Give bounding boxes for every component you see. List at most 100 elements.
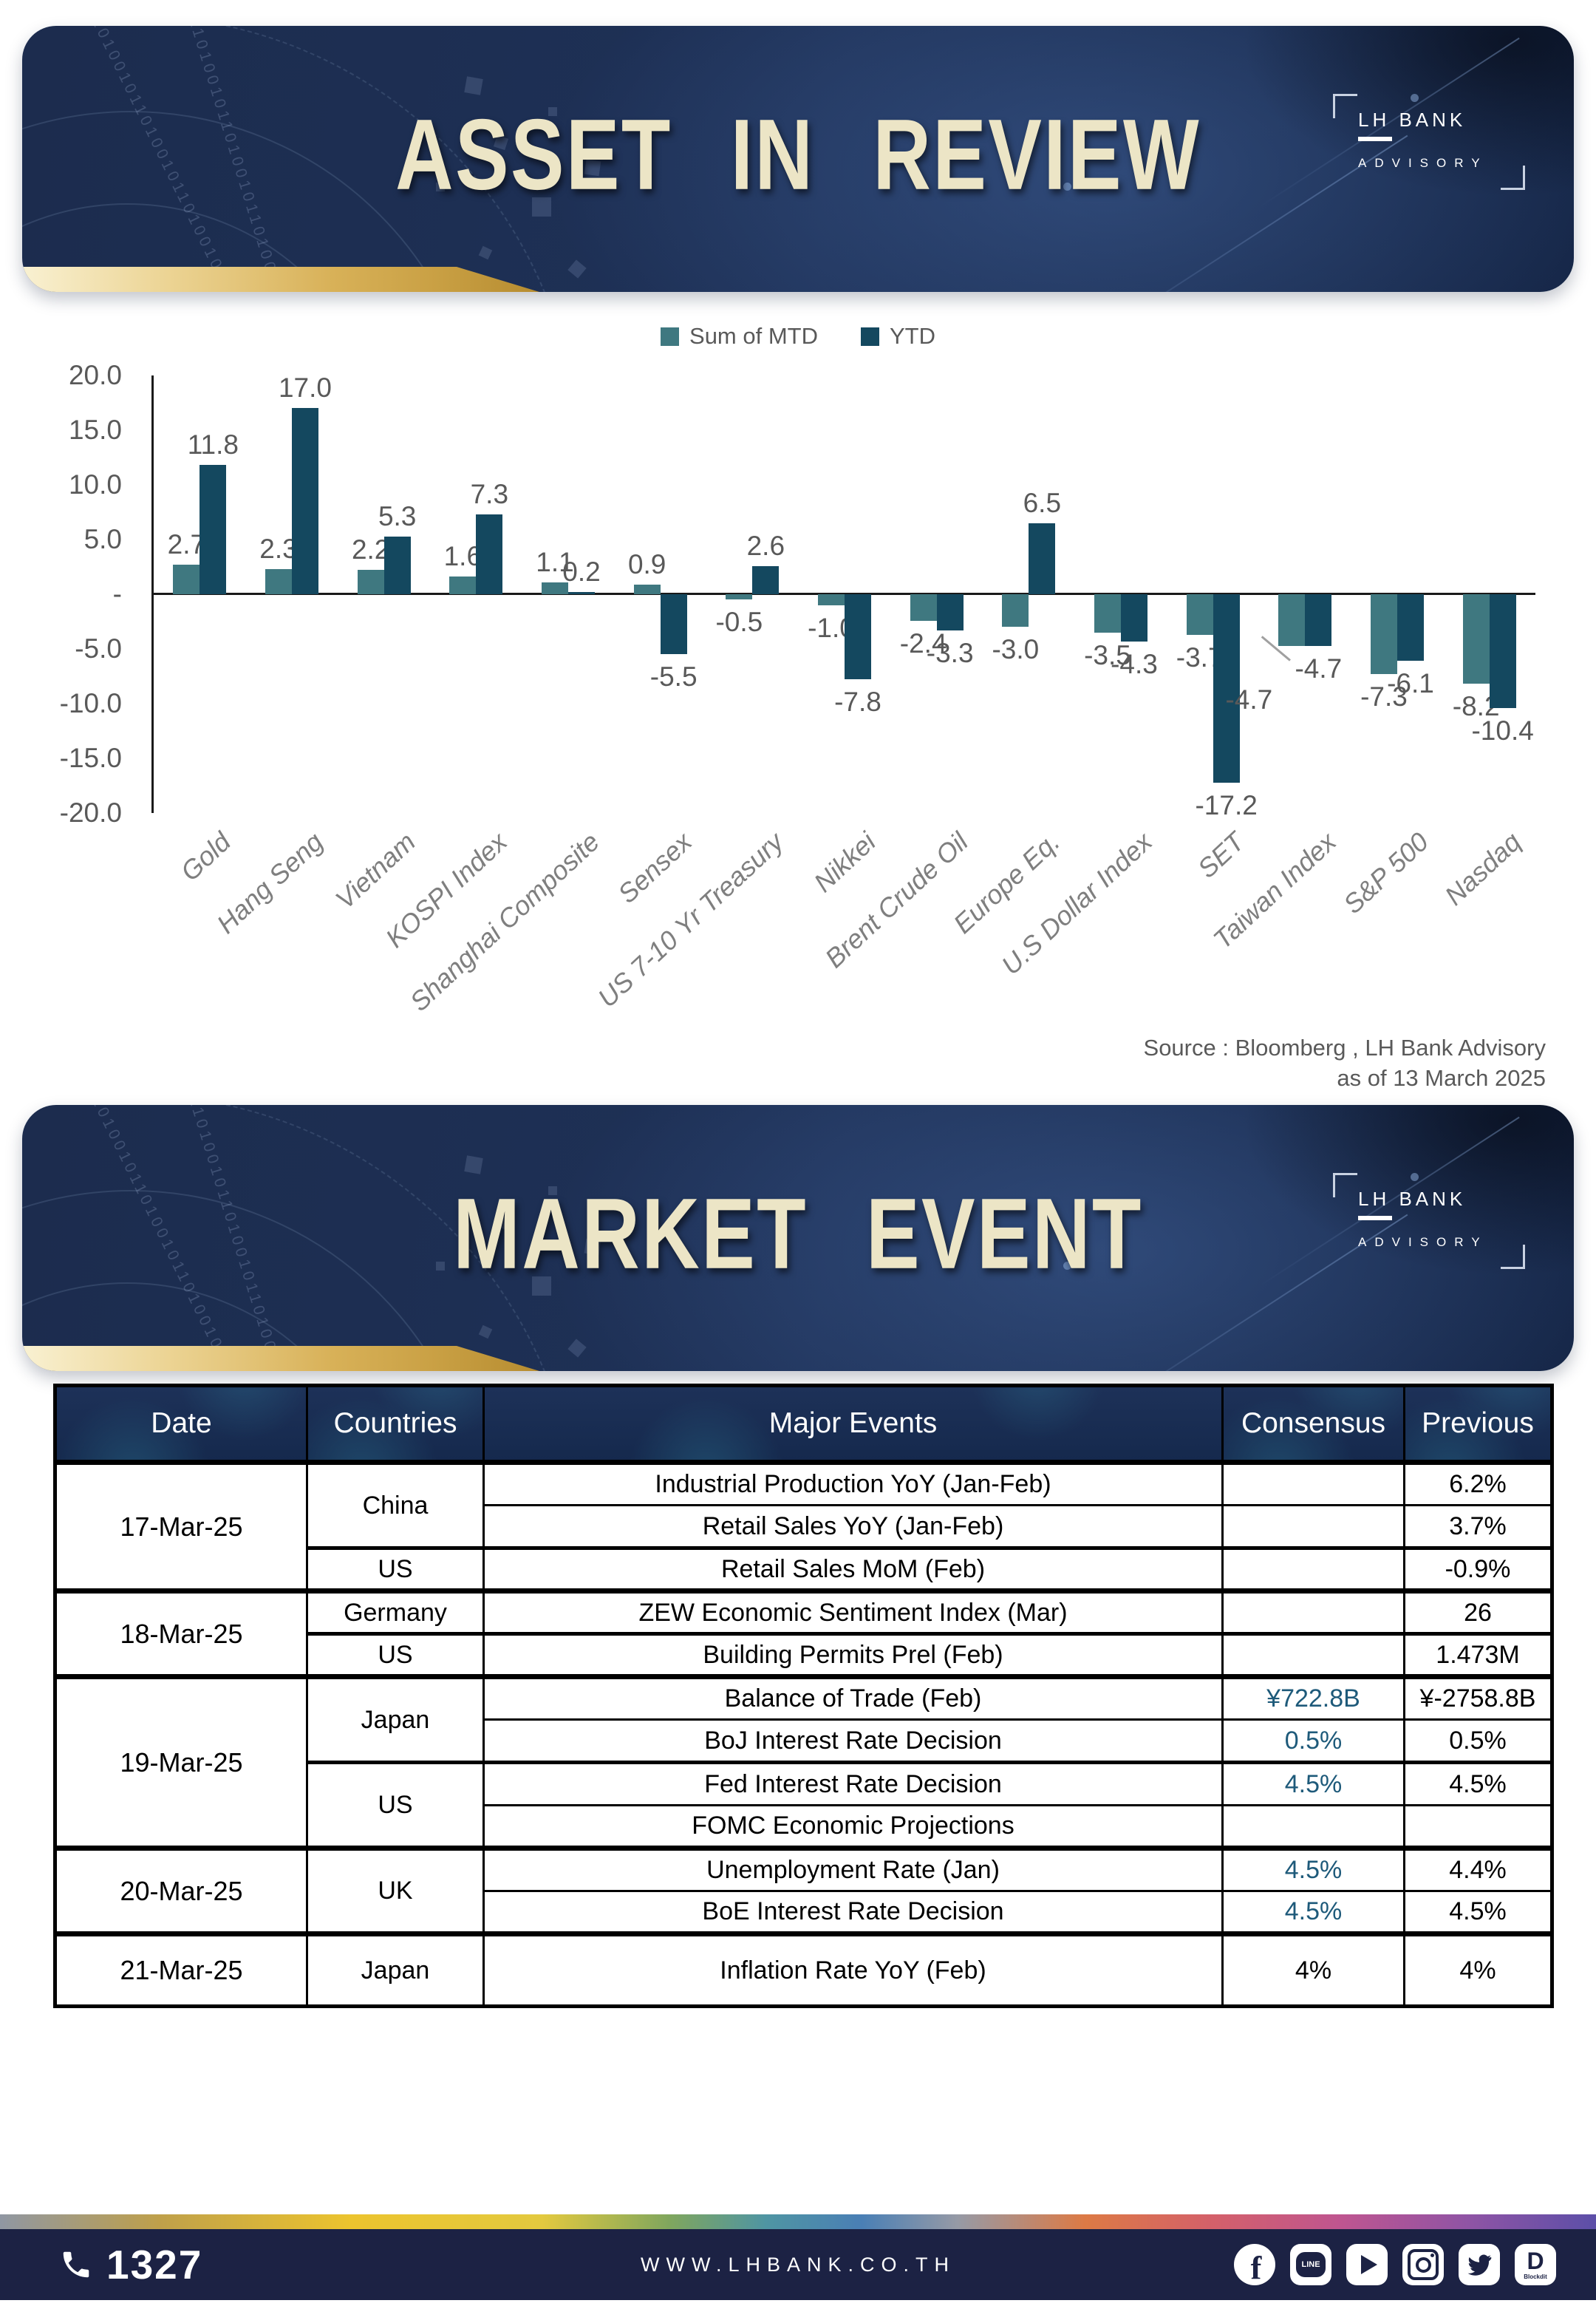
previous-cell: ¥-2758.8B [1403,1674,1553,1720]
phone-icon [63,2251,89,2278]
phone-contact: 1327 [59,2241,202,2288]
gold-accent-stripe [22,1346,539,1371]
event-cell: Industrial Production YoY (Jan-Feb) [482,1460,1224,1506]
source-note: Source : Bloomberg , LH Bank Advisory as… [1144,1033,1546,1094]
date-cell: 19-Mar-25 [54,1674,308,1848]
social-icons: f LINE D Blockdit [1234,2244,1556,2285]
line-icon[interactable]: LINE [1290,2244,1331,2285]
bar-value-label: 2.7 [167,529,206,560]
legend-item: Sum of MTD [661,323,818,350]
bar-value-label: -2.4 [899,627,947,659]
consensus-cell [1221,1504,1405,1548]
table-row: 21-Mar-25 Japan Inflation Rate YoY (Feb) 4%… [54,1931,1553,2007]
ytd-bar-taiwan-index [1305,594,1332,646]
bar-value-label: 2.6 [746,530,785,561]
date-cell: 21-Mar-25 [54,1931,308,2007]
logo-bracket-icon [1333,1173,1357,1197]
ytd-bar-u-s-dollar-index [1121,594,1147,642]
previous-cell: 1.473M [1403,1632,1553,1677]
logo-bracket-icon [1501,1245,1525,1269]
legend-label: Sum of MTD [689,323,818,349]
source-line1: Source : Bloomberg , LH Bank Advisory [1143,1035,1546,1061]
website-link[interactable]: WWW.LHBANK.CO.TH [641,2253,955,2276]
x-axis-label: Gold [174,826,237,887]
y-axis-tick: -15.0 [59,743,122,773]
gold-accent-stripe [22,267,539,292]
decor-square [532,1276,551,1296]
previous-cell: 26 [1403,1588,1553,1634]
bar-value-label: -5.5 [649,661,698,693]
bar-value-label: 2.3 [259,533,298,564]
table-header-row: Date Countries Major Events Consensus Previo… [54,1385,1553,1465]
ytd-bar-hang-seng [292,408,318,594]
page-title-market-event: MARKET EVENT [453,1177,1143,1290]
x-axis-label: Vietnam [329,826,421,915]
column-header-previous: Previous [1403,1385,1553,1465]
consensus-cell: 0.5% [1221,1718,1405,1763]
decor-square [567,1339,587,1358]
date-cell: 17-Mar-25 [54,1460,308,1591]
twitter-icon[interactable] [1459,2244,1500,2285]
mtd-bar-hang-seng [265,568,292,594]
country-cell: US [306,1546,485,1591]
consensus-cell [1221,1632,1405,1677]
page-title-asset-review: ASSET IN REVIEW [395,98,1201,211]
mtd-bar-gold [173,565,200,594]
ytd-bar-gold [200,465,227,594]
bar-value-label: -7.3 [1360,681,1408,712]
decor-square [548,1186,557,1195]
event-cell: Balance of Trade (Feb) [482,1674,1224,1720]
country-cell: UK [306,1846,485,1934]
chart-legend: Sum of MTD YTD [0,323,1596,350]
mtd-bar-kospi-index [449,576,477,594]
logo-text: LH BANK [1358,109,1467,131]
lh-bank-advisory-logo: LH BANK ADVISORY [1333,1173,1525,1269]
event-cell: Retail Sales MoM (Feb) [482,1546,1224,1591]
decor-circuit-node [1411,94,1419,102]
decor-square [436,183,445,191]
y-axis-tick: 15.0 [68,415,122,445]
decor-square [464,1155,483,1174]
mtd-bar-taiwan-index [1278,594,1306,646]
consensus-cell: 4.5% [1221,1890,1405,1934]
blockdit-icon[interactable]: D Blockdit [1515,2244,1556,2285]
legend-swatch [860,327,879,346]
ytd-bar-s-p-500 [1397,594,1424,661]
column-header-major-events: Major Events [482,1385,1224,1465]
column-header-consensus: Consensus [1221,1385,1405,1465]
legend-swatch [661,327,680,346]
event-cell: Unemployment Rate (Jan) [482,1846,1224,1891]
country-cell: Japan [306,1931,485,2007]
bar-value-label: -3.3 [926,637,974,668]
logo-bracket-icon [1333,94,1357,118]
bar-value-label: -3.5 [1084,639,1131,670]
country-cell: China [306,1460,485,1548]
source-line2: as of 13 March 2025 [1337,1064,1546,1091]
bar-value-label: -4.7 [1225,684,1273,715]
mtd-bar-shanghai-composite [542,582,568,594]
instagram-icon[interactable] [1402,2244,1444,2285]
table-row: US Building Permits Prel (Feb) 1.473M [55,1632,1553,1677]
bar-value-label: -7.8 [834,687,881,718]
country-cell: US [306,1632,485,1677]
ytd-bar-set [1213,594,1240,783]
previous-cell: 4.4% [1403,1846,1553,1891]
y-axis-tick: -20.0 [59,797,122,828]
decor-square [532,197,551,217]
y-axis-tick: -10.0 [59,688,122,718]
ytd-bar-nasdaq [1489,594,1516,708]
phone-number: 1327 [106,2242,203,2288]
consensus-cell [1221,1546,1405,1591]
event-cell: Inflation Rate YoY (Feb) [482,1931,1224,2007]
bar-value-label: 0.2 [562,557,601,588]
bar-value-label: -17.2 [1195,789,1258,820]
country-cell: Germany [306,1588,485,1634]
logo-underline [1358,1216,1392,1220]
decor-circuit-node [1063,1262,1071,1270]
decor-square [567,259,587,279]
y-axis: 20.0 15.0 10.0 5.0 - -5.0 -10.0 -15.0 -20.0 [30,361,122,828]
facebook-icon[interactable]: f [1234,2244,1275,2285]
youtube-icon[interactable] [1346,2244,1388,2285]
previous-cell: 4% [1403,1931,1553,2007]
bar-value-label: 0.9 [627,548,666,579]
